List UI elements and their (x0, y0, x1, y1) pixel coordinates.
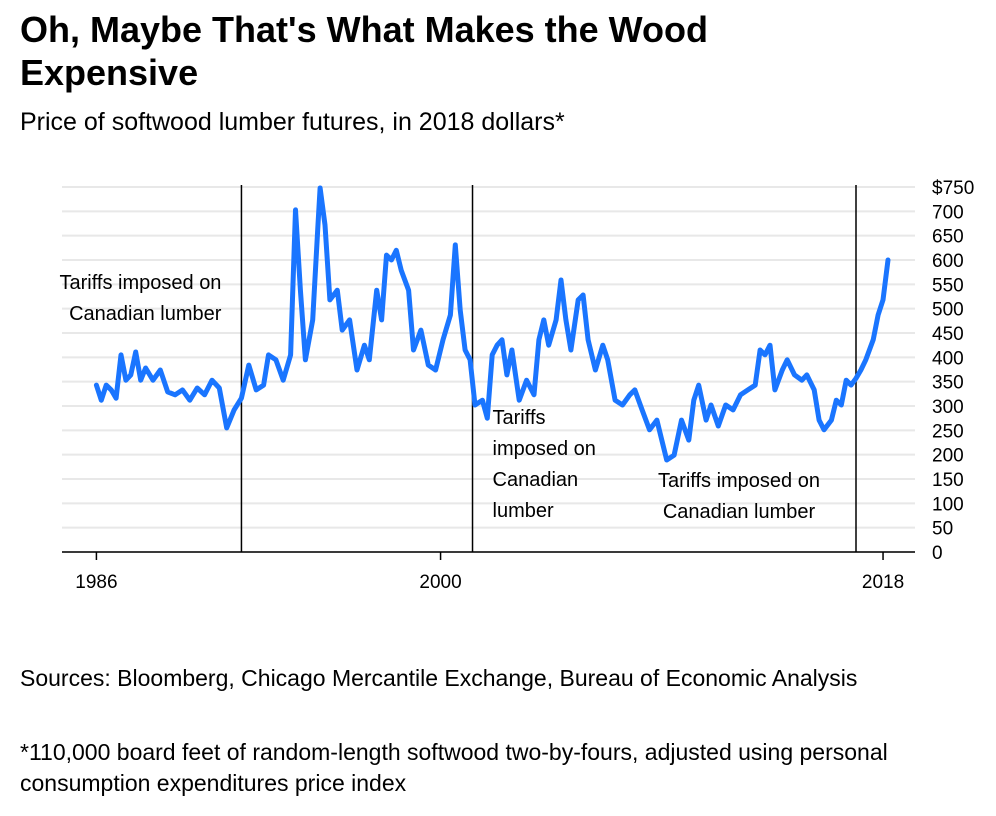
y-tick-label: 300 (932, 397, 964, 418)
y-tick-label: 250 (932, 421, 964, 442)
annotation-text: Tariffs (493, 407, 546, 429)
chart: 0 50 100 150 200 250 300 350 400 450 500 550 600 650 7… (60, 178, 975, 593)
line-series (93, 185, 891, 463)
y-tick-label: 350 (932, 373, 964, 394)
y-tick-label: 100 (932, 494, 964, 515)
y-tick-label: 500 (932, 300, 964, 321)
x-tick-label: 2000 (419, 572, 461, 593)
annotation-text: lumber (493, 500, 554, 522)
y-tick-label: 600 (932, 251, 964, 272)
annotation-text: Canadian (493, 469, 579, 491)
y-tick-label: 400 (932, 348, 964, 369)
annotation-text: Canadian lumber (69, 303, 222, 325)
note: *110,000 board feet of random-length sof… (20, 739, 888, 796)
y-tick-label: 450 (932, 324, 964, 345)
annotation-text: imposed on (493, 438, 596, 460)
y-tick-label: $750 (932, 178, 974, 199)
annotation-text: Tariffs imposed on (658, 470, 820, 492)
y-tick-label: 550 (932, 275, 964, 296)
annotation-text: Tariffs imposed on (60, 272, 222, 294)
chart-subtitle: Price of softwood lumber futures, in 201… (20, 108, 565, 136)
y-tick-label: 150 (932, 470, 964, 491)
y-tick-label: 200 (932, 446, 964, 467)
y-tick-label: 50 (932, 519, 953, 540)
x-tick-label: 2018 (862, 572, 904, 593)
x-tick-label: 1986 (75, 572, 117, 593)
source: Sources: Bloomberg, Chicago Mercantile E… (20, 665, 858, 691)
y-tick-label: 0 (932, 543, 943, 564)
y-tick-label: 700 (932, 202, 964, 223)
y-tick-label: 650 (932, 227, 964, 248)
annotation-text: Canadian lumber (663, 501, 816, 523)
chart-title: Oh, Maybe That's What Makes the Wood Exp… (20, 9, 708, 93)
